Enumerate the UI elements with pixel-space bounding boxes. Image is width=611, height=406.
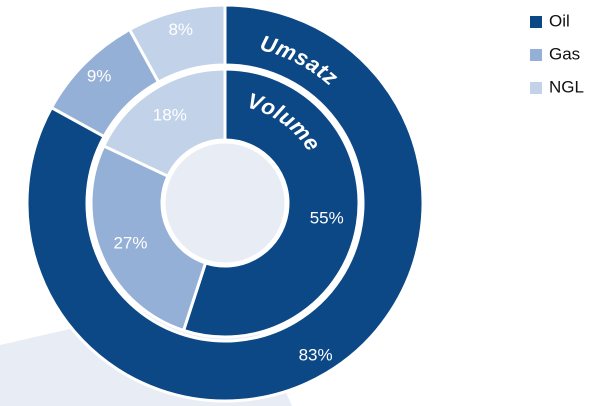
donut-hole	[162, 140, 288, 266]
value-label: 9%	[87, 67, 112, 86]
legend-label: NGL	[549, 77, 584, 96]
value-label: 8%	[168, 20, 193, 39]
value-label: 18%	[153, 106, 187, 125]
value-label: 55%	[310, 209, 344, 228]
legend-swatch	[530, 82, 542, 94]
donut-segment	[181, 67, 361, 339]
donut-segment	[89, 143, 208, 333]
value-label: 83%	[299, 346, 333, 365]
legend-swatch	[530, 16, 542, 28]
value-label: 27%	[113, 233, 147, 252]
donut-segment	[101, 67, 227, 179]
donut-segment	[127, 3, 227, 85]
legend-label: Oil	[549, 11, 570, 30]
legend-swatch	[530, 49, 542, 61]
donut-segment	[25, 3, 425, 403]
legend-label: Gas	[549, 44, 580, 63]
